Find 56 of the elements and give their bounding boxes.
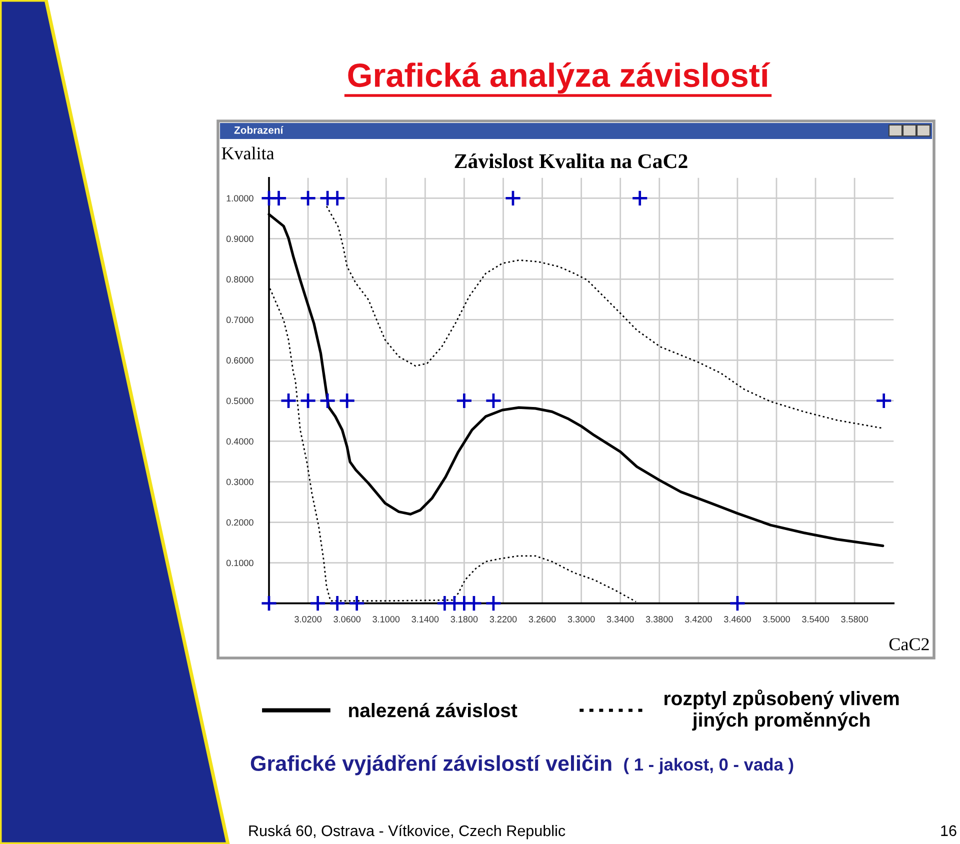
point <box>300 190 316 207</box>
y-tick-label: 0.6000 <box>226 357 254 364</box>
text: Zobrazení <box>234 126 284 134</box>
y-axis-title: Kvalita <box>222 146 274 160</box>
x-tick-label: 3.1800 <box>450 616 478 622</box>
y-tick-label: 0.8000 <box>226 276 254 283</box>
point <box>728 594 746 612</box>
text: Grafické vyjádření závislostí veličin <box>250 754 612 776</box>
x-tick-label: 3.1000 <box>372 616 400 622</box>
y-tick-label: 0.4000 <box>226 438 254 445</box>
legend-label: nalezená závislost <box>349 702 518 718</box>
point <box>485 392 502 410</box>
point <box>319 392 336 410</box>
point <box>456 392 473 410</box>
x-tick-label: 3.0600 <box>334 616 361 622</box>
y-tick-label: 0.9000 <box>226 236 254 242</box>
point <box>338 392 356 410</box>
point <box>260 594 278 612</box>
y-tick-label: 0.7000 <box>226 316 254 324</box>
point <box>270 190 288 207</box>
x-tick-label: 3.2600 <box>528 616 556 622</box>
y-tick-label: 0.5000 <box>226 398 254 404</box>
x-tick-label: 3.5800 <box>841 616 868 622</box>
y-tick-label: 1.0000 <box>226 195 254 202</box>
y-tick-label: 0.2000 <box>226 519 254 526</box>
x-tick-label: 3.0200 <box>294 616 322 622</box>
x-tick-label: 3.1400 <box>412 616 439 622</box>
x-axis-title: CaC2 <box>889 638 929 650</box>
x-tick-label: 3.4600 <box>724 616 751 622</box>
y-tick-label: 0.3000 <box>226 478 254 486</box>
point <box>280 392 297 410</box>
x-tick-label: 3.2200 <box>490 616 517 622</box>
x-tick-label: 3.4200 <box>684 616 712 622</box>
point <box>348 594 366 612</box>
text: Ruská 60, Ostrava - Vítkovice, Czech Republic <box>249 824 566 840</box>
x-tick-label: 3.3800 <box>646 616 673 622</box>
point <box>485 594 502 612</box>
line-series <box>326 206 884 429</box>
x-tick-label: 3.5400 <box>802 616 829 622</box>
chart-title: Grafická analýza závislostí <box>348 62 770 94</box>
point <box>309 594 326 612</box>
point <box>300 392 316 410</box>
x-tick-label: 3.3400 <box>606 616 634 622</box>
point <box>631 190 648 207</box>
point <box>465 594 482 612</box>
text: 16 <box>941 825 956 836</box>
point <box>875 392 892 410</box>
point <box>328 190 346 207</box>
text: ( 1 - jakost, 0 - vada ) <box>624 758 794 774</box>
x-tick-label: 3.3000 <box>568 616 595 622</box>
y-tick-label: 0.1000 <box>226 560 254 566</box>
point <box>328 594 346 612</box>
point <box>504 190 522 207</box>
legend-label: rozptyl způsobený vlivem jiných proměnných <box>664 690 899 731</box>
chart-subtitle: Závislost Kvalita na CaC2 <box>454 154 688 168</box>
x-tick-label: 3.5000 <box>763 616 790 622</box>
